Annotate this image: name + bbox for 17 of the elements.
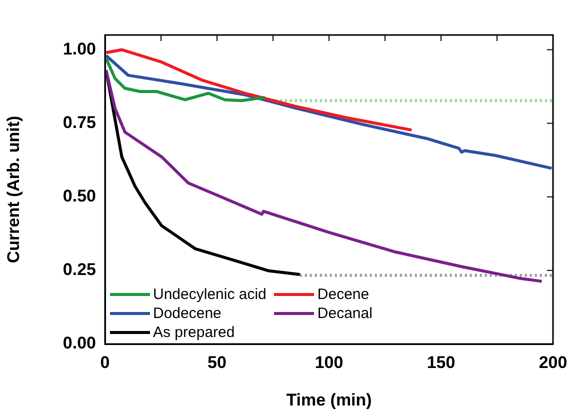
legend-label: Undecylenic acid	[153, 285, 266, 304]
x-tick-label: 0	[100, 352, 110, 372]
x-tick-label: 200	[538, 352, 568, 372]
y-tick-label: 0.25	[62, 260, 96, 280]
legend-label: Decene	[317, 285, 370, 304]
legend-label: Dodecene	[153, 304, 222, 323]
y-tick-label: 1.00	[62, 39, 96, 58]
y-tick-label: 0.00	[62, 334, 96, 353]
x-tick-label: 150	[426, 352, 456, 372]
y-tick-label: 0.75	[62, 112, 96, 132]
y-axis-title: Current (Arb. unit)	[4, 116, 23, 264]
y-tick-label: 0.50	[62, 186, 96, 206]
legend-label: As prepared	[153, 323, 235, 342]
x-tick-label: 100	[314, 352, 344, 372]
legend-label: Decanal	[317, 304, 372, 323]
x-tick-label: 50	[208, 352, 226, 372]
x-axis-title: Time (min)	[286, 390, 372, 410]
